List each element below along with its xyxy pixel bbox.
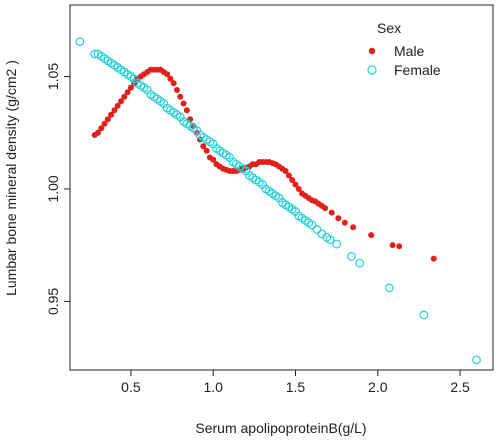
y-tick-label: 1.05 [45, 63, 61, 90]
data-point-female [325, 235, 335, 244]
data-point-male [430, 255, 437, 262]
legend: Sex Male Female [367, 20, 441, 78]
series-female [75, 37, 481, 365]
data-point-male [180, 100, 187, 107]
data-point-male [396, 243, 403, 250]
x-axis-title: Serum apolipoproteinB(g/L) [195, 420, 366, 436]
data-point-male [124, 89, 131, 96]
legend-marker-male [368, 47, 376, 55]
plot-frame [69, 4, 494, 371]
data-point-male [200, 143, 207, 150]
data-point-male [289, 176, 296, 183]
data-point-male [164, 71, 171, 78]
data-point-male [368, 232, 375, 239]
data-point-male [282, 167, 289, 174]
legend-marker-female [367, 65, 377, 75]
x-tick-label: 2.0 [368, 379, 388, 395]
data-point-female [355, 258, 365, 268]
legend-label-female: Female [394, 62, 441, 78]
data-point-male [177, 93, 184, 100]
y-axis: 0.95 1.00 1.05 [45, 63, 70, 315]
data-point-male [170, 80, 177, 87]
series-male [91, 66, 437, 262]
x-axis: 0.5 1.0 1.5 2.0 2.5 [121, 370, 470, 395]
data-point-male [94, 129, 101, 136]
data-point-female [312, 225, 322, 234]
data-point-male [98, 125, 105, 132]
data-point-female [384, 283, 394, 293]
data-point-male [104, 116, 111, 123]
data-point-male [389, 242, 396, 249]
data-points [75, 37, 481, 365]
data-point-male [127, 84, 134, 91]
data-point-male [111, 107, 118, 114]
data-point-male [108, 111, 115, 118]
data-point-female [332, 239, 342, 249]
data-point-male [183, 107, 190, 114]
data-point-male [121, 93, 128, 100]
data-point-male [167, 75, 174, 82]
data-point-female [75, 37, 85, 47]
legend-label-male: Male [394, 43, 425, 59]
data-point-male [114, 102, 121, 109]
data-point-male [292, 181, 299, 188]
data-point-female [419, 310, 429, 320]
data-point-male [341, 219, 348, 226]
data-point-male [335, 215, 342, 222]
y-tick-label: 1.00 [45, 175, 61, 202]
legend-title: Sex [377, 20, 401, 36]
data-point-male [173, 87, 180, 94]
data-point-male [203, 147, 210, 154]
y-axis-title: Lumbar bone mineral density (g/cm2 ) [3, 60, 19, 296]
data-point-female [472, 355, 481, 365]
data-point-female [347, 252, 356, 261]
data-point-female [307, 220, 317, 230]
data-point-male [322, 205, 329, 212]
x-tick-label: 1.0 [203, 379, 223, 395]
x-tick-label: 2.5 [450, 379, 470, 395]
data-point-male [101, 120, 108, 127]
y-tick-label: 0.95 [45, 288, 61, 315]
data-point-male [210, 156, 217, 163]
data-point-male [285, 172, 292, 179]
x-tick-label: 0.5 [121, 379, 141, 395]
data-point-male [328, 209, 335, 216]
x-tick-label: 1.5 [286, 379, 306, 395]
data-point-male [350, 224, 357, 231]
data-point-male [295, 185, 302, 192]
data-point-male [118, 98, 125, 105]
